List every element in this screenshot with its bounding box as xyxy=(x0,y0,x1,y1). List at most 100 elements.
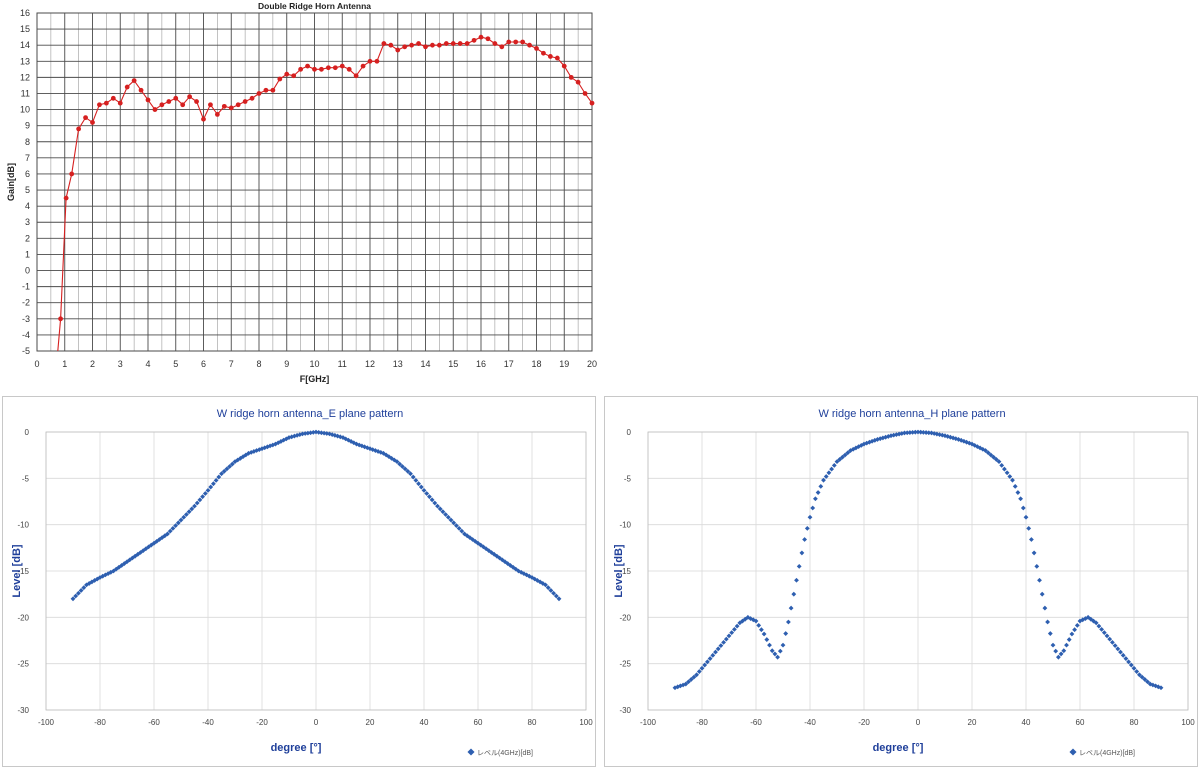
h-plane-data-point xyxy=(718,643,724,649)
gain-data-point xyxy=(69,171,75,177)
y-tick-label: 4 xyxy=(25,201,30,211)
gain-data-point xyxy=(457,41,463,46)
x-tick-label: -100 xyxy=(640,718,657,727)
h-plane-data-point xyxy=(710,652,716,658)
y-tick-label: 10 xyxy=(20,105,30,115)
h-plane-data-point xyxy=(1028,537,1034,542)
h-plane-data-point xyxy=(1037,577,1042,583)
gain-data-point xyxy=(312,66,317,72)
gain-data-point xyxy=(208,102,213,108)
gain-data-point xyxy=(131,78,137,83)
h-plane-data-point xyxy=(761,631,767,637)
gain-data-point xyxy=(471,37,477,43)
gain-data-point xyxy=(575,79,581,85)
h-plane-data-point xyxy=(1047,631,1053,636)
h-plane-data-point xyxy=(1045,619,1051,625)
gain-data-point xyxy=(277,76,283,82)
h-plane-data-point xyxy=(696,669,702,674)
h-plane-data-point xyxy=(775,654,781,660)
gain-data-point xyxy=(478,34,484,40)
x-tick-label: 10 xyxy=(309,359,319,369)
gain-data-point xyxy=(589,100,595,106)
e-plane-data-point xyxy=(448,517,454,523)
y-tick-label: -30 xyxy=(17,706,29,715)
gain-data-point xyxy=(152,107,158,112)
x-tick-label: 4 xyxy=(145,359,150,369)
h-plane-data-point xyxy=(731,626,737,632)
y-tick-label: 7 xyxy=(25,153,30,163)
h-plane-data-point xyxy=(810,505,816,511)
gain-data-point xyxy=(291,73,297,79)
y-tick-label: -10 xyxy=(619,521,631,530)
gain-data-point xyxy=(263,87,269,93)
gain-data-point xyxy=(90,120,95,125)
h-plane-data-point xyxy=(1034,563,1040,569)
h-plane-data-point xyxy=(1020,505,1026,511)
gain-data-point xyxy=(166,99,172,104)
gain-data-point xyxy=(450,41,456,46)
chart-title: W ridge horn antenna_H plane pattern xyxy=(818,408,1005,420)
e-plane-data-point xyxy=(424,491,430,496)
h-plane-data-point xyxy=(1015,490,1021,495)
gain-data-point xyxy=(319,66,324,72)
h-plane-data-point xyxy=(1074,622,1080,628)
h-plane-data-point xyxy=(1001,466,1007,472)
h-plane-data-point xyxy=(772,651,778,657)
x-tick-label: 20 xyxy=(587,359,597,369)
e-plane-data-point xyxy=(200,494,206,500)
x-tick-label: 6 xyxy=(201,359,206,369)
gain-data-point xyxy=(527,42,532,48)
gain-data-point xyxy=(541,50,546,56)
h-plane-data-point xyxy=(804,525,810,531)
gain-chart: 0 1 2 3 4 5 6 7 8 9 10 11 12 13 14 15 16 17 18 19 20-5-4-3-2… xyxy=(6,1,597,384)
y-tick-label: 12 xyxy=(20,72,30,82)
legend-label: レベル(4GHz)[dB] xyxy=(1079,749,1135,757)
x-tick-label: -100 xyxy=(38,718,55,727)
gain-data-point xyxy=(409,42,415,48)
x-tick-label: 80 xyxy=(528,718,537,727)
gain-data-point xyxy=(214,112,220,117)
h-plane-data-point xyxy=(1118,649,1123,655)
x-tick-label: 17 xyxy=(504,359,514,369)
gain-data-point xyxy=(353,73,359,79)
h-plane-data-point xyxy=(1115,646,1121,652)
e-plane-data-point xyxy=(402,466,408,472)
gain-data-point xyxy=(547,54,553,59)
h-plane-data-point xyxy=(767,642,772,648)
h-plane-data-point xyxy=(721,639,727,645)
y-tick-label: 11 xyxy=(21,88,30,98)
gain-data-point xyxy=(63,195,69,201)
y-tick-label: 14 xyxy=(20,40,30,50)
x-tick-label: 16 xyxy=(476,359,486,369)
gain-data-point xyxy=(395,47,401,53)
h-plane-data-point xyxy=(1055,654,1061,660)
y-tick-label: 6 xyxy=(25,169,30,179)
y-tick-label: -20 xyxy=(619,613,631,622)
y-tick-label: 0 xyxy=(25,266,30,276)
h-plane-data-point xyxy=(713,649,718,655)
y-tick-label: 16 xyxy=(20,8,30,18)
h-plane-data-point xyxy=(769,648,775,654)
h-plane-data-point xyxy=(1058,651,1064,657)
x-tick-label: 11 xyxy=(338,359,347,369)
y-tick-label: 1 xyxy=(25,249,30,259)
gain-data-point xyxy=(381,41,387,46)
legend-marker xyxy=(1069,748,1077,756)
gain-data-point xyxy=(145,97,151,103)
gain-data-point xyxy=(58,316,63,322)
e-plane-data-point xyxy=(459,528,465,534)
y-tick-label: 5 xyxy=(25,185,30,195)
gain-data-point xyxy=(374,58,380,64)
e-plane-data-point xyxy=(186,509,192,515)
gain-data-point xyxy=(492,41,498,46)
gain-data-point xyxy=(173,95,179,101)
x-tick-label: 60 xyxy=(474,718,483,727)
h-plane-data-point xyxy=(729,630,735,636)
gain-data-point xyxy=(423,44,428,50)
y-tick-label: 15 xyxy=(20,24,30,34)
x-tick-label: -60 xyxy=(750,718,762,727)
e-plane-data-point xyxy=(399,464,405,469)
x-axis-label: F[GHz] xyxy=(300,374,330,384)
e-plane-data-point xyxy=(445,514,451,520)
gain-data-point xyxy=(117,100,123,106)
